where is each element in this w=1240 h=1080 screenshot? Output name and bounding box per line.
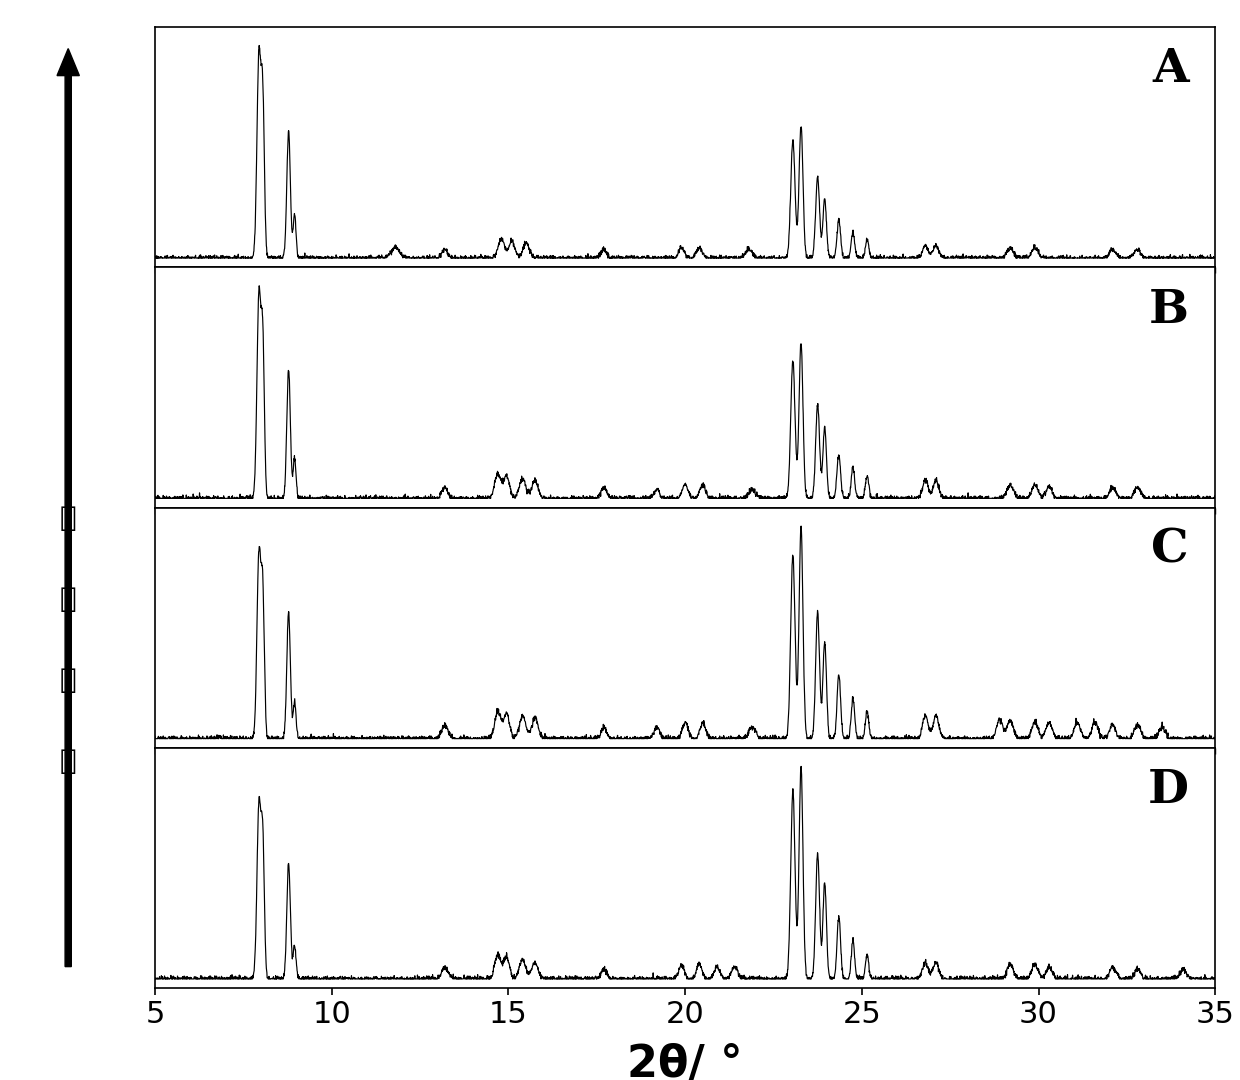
Text: 强: 强	[60, 666, 77, 694]
Text: 射: 射	[60, 585, 77, 613]
Text: 辐: 辐	[60, 504, 77, 532]
Text: C: C	[1151, 527, 1189, 572]
Text: A: A	[1152, 46, 1189, 92]
X-axis label: 2θ/ °: 2θ/ °	[627, 1043, 743, 1080]
Text: 度: 度	[60, 747, 77, 775]
Text: B: B	[1148, 286, 1189, 333]
Text: D: D	[1148, 767, 1189, 813]
